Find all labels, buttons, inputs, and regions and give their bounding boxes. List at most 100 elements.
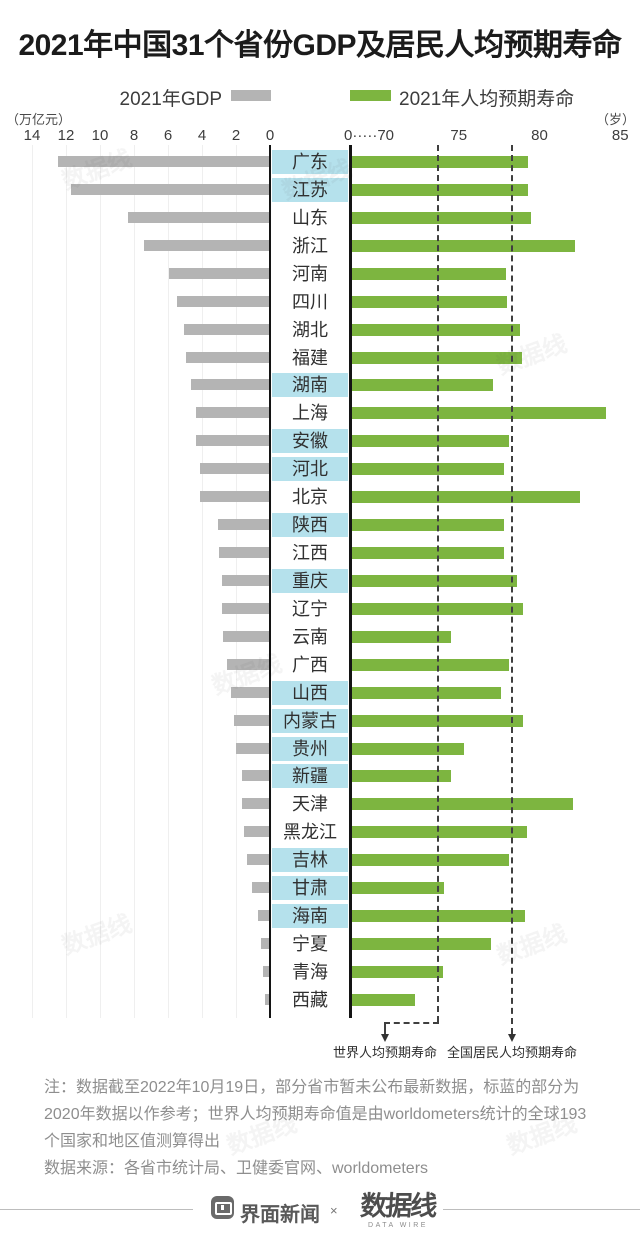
province-label: 广西	[292, 654, 328, 675]
province-row: 新疆	[0, 762, 640, 790]
footer-cross-symbol: ×	[330, 1203, 338, 1218]
province-label: 江西	[292, 543, 328, 564]
province-label: 山西	[292, 682, 328, 703]
gdp-bar	[200, 491, 269, 503]
datawire-logo: 数据线	[359, 1191, 437, 1221]
province-row: 贵州	[0, 735, 640, 763]
jiemian-icon-glyph	[215, 1202, 232, 1215]
legend-life-label: 2021年人均预期寿命	[399, 89, 575, 110]
right-axis-unit: （岁）	[595, 112, 635, 127]
province-label: 新疆	[292, 766, 328, 787]
gdp-axis-tick: 10	[91, 127, 109, 144]
province-row: 安徽	[0, 427, 640, 455]
left-axis-unit: （万亿元）	[6, 112, 72, 127]
highlight-2020-data	[272, 848, 348, 873]
province-label: 湖南	[292, 375, 328, 396]
province-label: 四川	[292, 291, 328, 312]
life-expectancy-bar	[351, 351, 522, 364]
gdp-bar	[71, 183, 269, 195]
province-label: 辽宁	[292, 598, 328, 619]
world-life-connector	[384, 1022, 439, 1024]
highlight-2020-data	[272, 680, 348, 705]
province-label: 内蒙古	[283, 710, 337, 731]
highlight-2020-data	[272, 736, 348, 761]
gdp-bar	[177, 295, 269, 307]
province-row: 河南	[0, 260, 640, 288]
life-expectancy-bar	[351, 267, 506, 280]
province-label: 湖北	[292, 319, 328, 340]
province-label: 陕西	[292, 515, 328, 536]
gdp-bar	[265, 993, 269, 1005]
life-expectancy-bar	[351, 826, 527, 839]
life-expectancy-bar	[351, 407, 606, 420]
province-row: 江苏	[0, 176, 640, 204]
world-life-dashed-line	[437, 145, 439, 1022]
legend-gdp-label: 2021年GDP	[119, 89, 222, 110]
province-row: 四川	[0, 288, 640, 316]
life-expectancy-bar	[351, 156, 528, 168]
highlight-2020-data	[272, 177, 348, 202]
life-expectancy-bar	[351, 463, 504, 476]
province-label: 北京	[292, 487, 328, 508]
gdp-bar	[252, 882, 269, 894]
gdp-axis-line	[269, 145, 271, 1018]
life-axis-tick: 75	[450, 127, 468, 144]
gdp-gridline	[65, 145, 67, 1018]
gdp-bar	[242, 798, 269, 810]
life-expectancy-bar	[351, 379, 493, 392]
life-expectancy-bar	[351, 965, 443, 978]
province-label: 上海	[292, 403, 328, 424]
province-row: 宁夏	[0, 930, 640, 958]
province-row: 陕西	[0, 511, 640, 539]
gdp-bar	[218, 519, 269, 531]
life-expectancy-bar	[351, 519, 504, 532]
life-expectancy-bar	[351, 742, 464, 755]
highlight-2020-data	[272, 708, 348, 733]
province-label: 云南	[292, 626, 328, 647]
page-title: 2021年中国31个省份GDP及居民人均预期寿命	[18, 29, 622, 62]
province-row: 河北	[0, 455, 640, 483]
gdp-bar	[58, 156, 269, 167]
province-row: 西藏	[0, 986, 640, 1014]
gdp-bar	[261, 938, 269, 950]
life-expectancy-bar	[351, 658, 509, 671]
gdp-bar	[200, 463, 269, 475]
life-expectancy-bar	[351, 491, 580, 504]
national-arrow-icon	[508, 1034, 516, 1042]
gdp-bar	[223, 630, 269, 642]
note-line: 2020年数据以作参考；世界人均预期寿命值是由worldometers统计的全球…	[44, 1106, 587, 1123]
gdp-gridline	[31, 145, 33, 1018]
gdp-bar	[244, 826, 269, 838]
highlight-2020-data	[272, 764, 348, 789]
life-expectancy-bar	[351, 938, 491, 951]
highlight-2020-data	[272, 904, 348, 929]
national-life-dashed-line	[511, 145, 513, 1034]
gdp-bar	[186, 351, 269, 363]
gdp-axis-tick: 6	[163, 127, 173, 144]
life-expectancy-bar	[351, 882, 444, 895]
highlight-2020-data	[272, 568, 348, 593]
province-row: 云南	[0, 623, 640, 651]
life-expectancy-bar	[351, 239, 575, 252]
province-row: 甘肃	[0, 874, 640, 902]
gdp-bar	[169, 267, 269, 279]
life-expectancy-bar	[351, 435, 509, 448]
province-label: 天津	[292, 794, 328, 815]
province-row: 吉林	[0, 846, 640, 874]
jiemian-icon-dot	[221, 1205, 224, 1210]
life-expectancy-bar	[351, 993, 415, 1006]
life-axis-line	[349, 145, 352, 1018]
gdp-bar	[242, 770, 269, 782]
gdp-axis-tick: 12	[57, 127, 75, 144]
national-life-label: 全国居民人均预期寿命	[446, 1045, 577, 1060]
province-label: 河南	[292, 263, 328, 284]
life-expectancy-bar	[351, 854, 509, 867]
gdp-bar	[258, 910, 269, 922]
gdp-axis-tick: 2	[231, 127, 241, 144]
gdp-bar	[184, 323, 269, 335]
gdp-bar	[196, 407, 269, 419]
gdp-bar	[191, 379, 269, 391]
life-axis-tick-zero: 0·····70	[344, 127, 395, 144]
highlight-2020-data	[272, 373, 348, 398]
gdp-gridline	[133, 145, 135, 1018]
